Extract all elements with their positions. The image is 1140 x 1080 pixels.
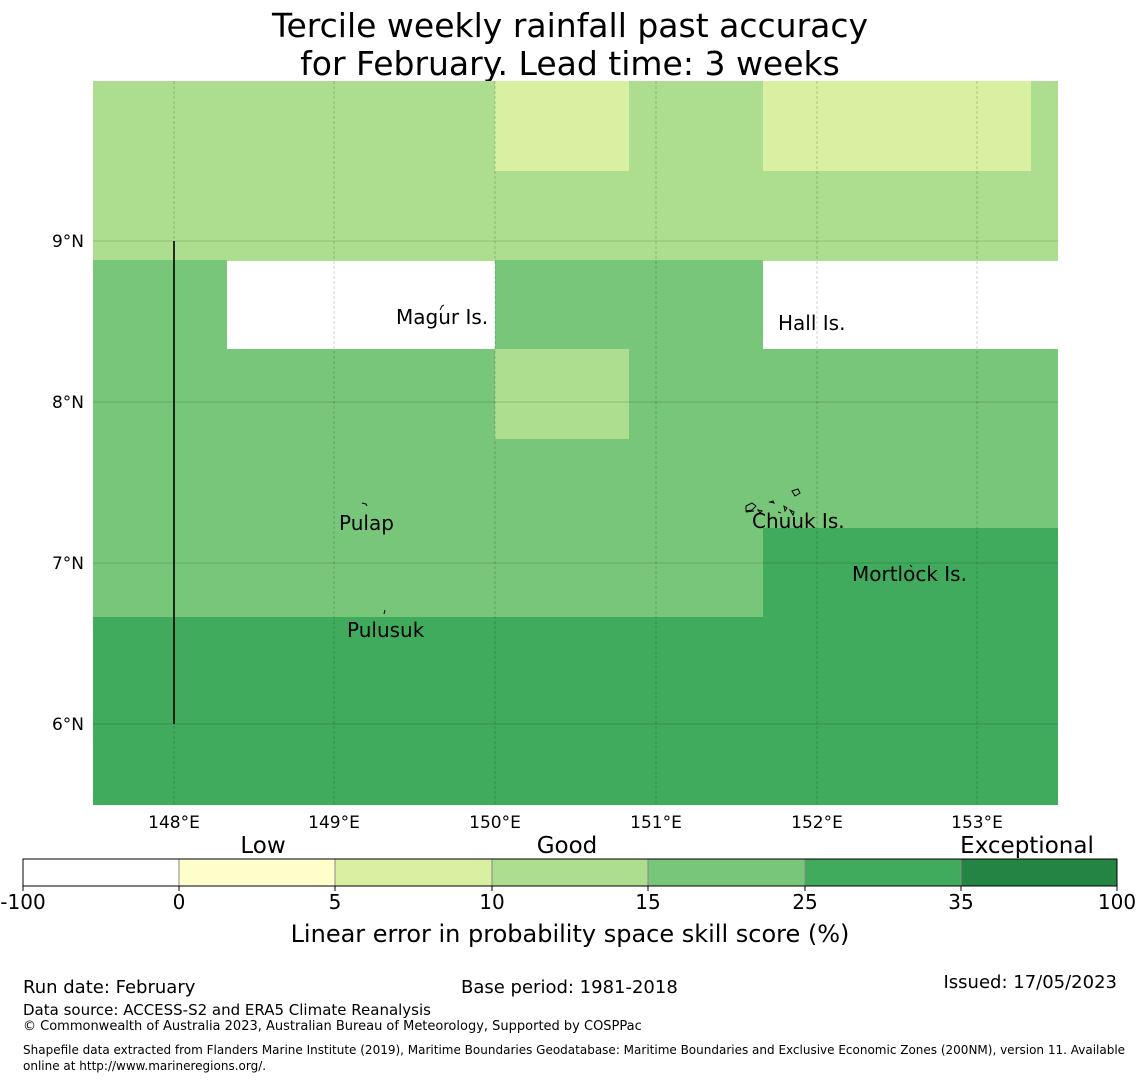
grid-cell bbox=[93, 617, 1058, 805]
colorbar-segments bbox=[23, 859, 1117, 886]
chuuk-lagoon-outline bbox=[745, 488, 801, 517]
colorbar-category-labels: Low Good Exceptional bbox=[240, 833, 1093, 859]
tick-label: 0 bbox=[173, 890, 186, 914]
tick-label: 35 bbox=[948, 890, 973, 914]
place-label-pulusuk: Pulusuk bbox=[347, 618, 425, 642]
category-label-exceptional: Exceptional bbox=[960, 833, 1094, 859]
copyright-notice: © Commonwealth of Australia 2023, Austra… bbox=[23, 1019, 642, 1034]
grid-cell bbox=[495, 349, 629, 439]
place-labels: Magur Is. Hall Is. Pulap Chuuk Is. Mortl… bbox=[339, 305, 967, 642]
run-date: Run date: February bbox=[23, 977, 196, 998]
place-label-magur: Magur Is. bbox=[396, 305, 488, 329]
map-area: Magur Is. Hall Is. Pulap Chuuk Is. Mortl… bbox=[93, 81, 1058, 805]
grid-cell bbox=[93, 260, 227, 350]
gridlines bbox=[93, 81, 1058, 805]
colorbar-outline bbox=[22, 858, 1118, 887]
map-figure: Magur Is. Hall Is. Pulap Chuuk Is. Mortl… bbox=[0, 81, 1136, 948]
island-outlines bbox=[361, 304, 913, 615]
tick-label: 100 bbox=[1098, 890, 1136, 914]
map-title-line2: for February. Lead time: 3 weeks bbox=[300, 44, 840, 83]
lat-label: 9°N bbox=[52, 232, 84, 252]
place-label-hall: Hall Is. bbox=[778, 311, 845, 335]
colorbar-segment bbox=[23, 859, 179, 886]
colorbar-segment bbox=[961, 859, 1117, 886]
lon-label: 153°E bbox=[951, 813, 1003, 833]
colorbar-ticks bbox=[22, 886, 1118, 891]
tick-label: -100 bbox=[0, 890, 45, 914]
colorbar-dividers bbox=[178, 859, 962, 886]
mortlock-island-outline bbox=[909, 564, 913, 568]
colorbar-segment bbox=[179, 859, 335, 886]
lon-label: 148°E bbox=[148, 813, 200, 833]
colorbar-segment bbox=[805, 859, 961, 886]
data-source: Data source: ACCESS-S2 and ERA5 Climate … bbox=[23, 1001, 431, 1019]
issued-date: Issued: 17/05/2023 bbox=[943, 972, 1117, 993]
latitude-labels: 9°N 8°N 7°N 6°N bbox=[52, 232, 84, 735]
colorbar-segment bbox=[335, 859, 492, 886]
category-label-good: Good bbox=[537, 833, 598, 859]
colorbar-axis-label: Linear error in probability space skill … bbox=[291, 920, 850, 948]
pulusuk-island-outline bbox=[383, 609, 386, 615]
lon-label: 152°E bbox=[791, 813, 843, 833]
grid-cell bbox=[495, 81, 629, 171]
longitude-labels: 148°E 149°E 150°E 151°E 152°E 153°E bbox=[148, 813, 1003, 833]
grid-cell bbox=[495, 260, 763, 350]
map-title-line1: Tercile weekly rainfall past accuracy bbox=[271, 6, 869, 45]
colorbar-segment bbox=[492, 859, 648, 886]
lon-label: 150°E bbox=[469, 813, 521, 833]
grid-cell bbox=[763, 528, 1058, 618]
colorbar-segment bbox=[648, 859, 805, 886]
lat-label: 8°N bbox=[52, 393, 84, 413]
magur-island-outline bbox=[439, 304, 445, 311]
place-label-mortlock: Mortlock Is. bbox=[852, 562, 967, 586]
tick-label: 5 bbox=[329, 890, 342, 914]
tick-label: 10 bbox=[479, 890, 504, 914]
shapefile-credit: Shapefile data extracted from Flanders M… bbox=[23, 1043, 1126, 1073]
category-label-low: Low bbox=[240, 833, 285, 859]
lon-label: 149°E bbox=[308, 813, 360, 833]
skill-grid bbox=[93, 81, 1058, 805]
colorbar-tick-labels: -100 0 5 10 15 25 35 100 bbox=[0, 890, 1136, 914]
tick-label: 25 bbox=[792, 890, 817, 914]
colorbar: Low Good Exceptional bbox=[0, 833, 1136, 948]
place-label-pulap: Pulap bbox=[339, 511, 394, 535]
lon-label: 151°E bbox=[630, 813, 682, 833]
lat-label: 7°N bbox=[52, 554, 84, 574]
grid-cell bbox=[763, 81, 1031, 171]
base-period: Base period: 1981-2018 bbox=[461, 977, 678, 998]
lat-label: 6°N bbox=[52, 715, 84, 735]
place-label-chuuk: Chuuk Is. bbox=[752, 509, 845, 533]
pulap-island-outline bbox=[361, 502, 368, 507]
tick-label: 15 bbox=[635, 890, 660, 914]
